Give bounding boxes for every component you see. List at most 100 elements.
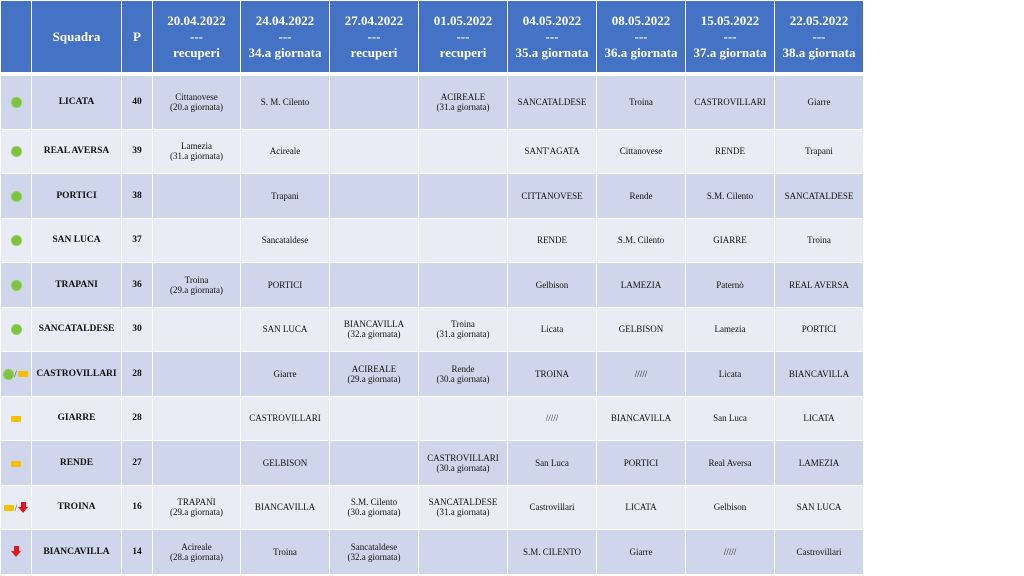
fixture-cell: CITTANOVESE (507, 173, 597, 219)
fixture-cell: Sancataldese (32.a giornata) (329, 529, 419, 575)
header-round-date: 24.04.2022 (255, 12, 315, 28)
fixture-cell: S. M. Cilento (240, 73, 330, 130)
opponent: S.M. Cilento (350, 497, 398, 508)
round-note: (30.a giornata) (436, 462, 490, 473)
fixture-cell: GIARRE (685, 217, 775, 263)
opponent: Sancataldese (261, 235, 309, 246)
fixture-cell: S.M. Cilento (30.a giornata) (329, 484, 419, 530)
status-cell (0, 306, 32, 352)
fixture-cell: SANCATALDESE (774, 173, 864, 219)
status-cell (0, 395, 32, 441)
header-points: P (121, 0, 153, 76)
header-round-date: 04.05.2022 (522, 12, 582, 28)
fixture-cell: Troina (596, 73, 686, 130)
fixture-cell: Giarre (596, 529, 686, 575)
team-points: 28 (121, 351, 153, 397)
opponent: SANT'AGATA (524, 146, 580, 157)
fixture-cell: ///// (596, 351, 686, 397)
status-cell (0, 128, 32, 174)
fixture-cell: Cittanovese (596, 128, 686, 174)
fixture-cell: RENDE (507, 217, 597, 263)
header-round: 01.05.2022 --- recuperi (418, 0, 508, 76)
fixture-cell: S.M. Cilento (596, 217, 686, 263)
fixture-cell: BIANCAVILLA (774, 351, 864, 397)
opponent: BIANCAVILLA (788, 368, 850, 379)
opponent: GIARRE (713, 235, 747, 246)
team-name: BIANCAVILLA (31, 529, 122, 575)
round-note: (20.a giornata) (170, 102, 223, 113)
fixture-cell: Sancataldese (240, 217, 330, 263)
fixture-cell: Gelbison (685, 484, 775, 530)
fixture-cell: Trapani (240, 173, 330, 219)
team-points: 37 (121, 217, 153, 263)
team-name: SAN LUCA (31, 217, 122, 263)
opponent: Rende (629, 190, 653, 201)
round-note: (29.a giornata) (347, 373, 401, 384)
fixture-cell: Licata (507, 306, 597, 352)
header-status (0, 0, 32, 76)
opponent: S. M. Cilento (260, 97, 310, 108)
table-row: LICATA 40 Cittanovese (20.a giornata) S. M. … (0, 73, 864, 130)
fixture-cell (418, 529, 508, 575)
green-dot-icon (11, 280, 21, 290)
opponent: Paternò (716, 279, 744, 290)
round-note: (30.a giornata) (347, 507, 401, 518)
table-row: RENDE 27 GELBISON CASTROVILLARI (30.a giorna… (0, 440, 864, 486)
fixture-cell: CASTROVILLARI (240, 395, 330, 441)
fixture-cell: Rende (596, 173, 686, 219)
opponent: S.M. Cilento (706, 190, 754, 201)
opponent: LICATA (803, 413, 835, 424)
opponent: RENDE (537, 235, 567, 246)
opponent: S.M. Cilento (617, 235, 665, 246)
table-row: / TROINA 16 TRAPANI (29.a giornata) BIANCAVIL… (0, 484, 864, 530)
opponent: TRAPANI (177, 497, 216, 508)
round-note: (32.a giornata) (347, 551, 401, 562)
fixture-cell (329, 440, 419, 486)
fixture-cell (418, 128, 508, 174)
opponent: SANCATALDESE (784, 190, 854, 201)
fixture-cell (152, 173, 241, 219)
header-round-label: 36.a giornata (604, 44, 678, 60)
team-points: 38 (121, 173, 153, 219)
fixture-cell: GELBISON (240, 440, 330, 486)
fixture-cell: Acireale (240, 128, 330, 174)
green-dot-icon (11, 191, 21, 201)
fixture-cell: SANCATALDESE (31.a giornata) (418, 484, 508, 530)
opponent: Trapani (271, 190, 299, 201)
fixture-cell: Lamezia (31.a giornata) (152, 128, 241, 174)
team-name: PORTICI (31, 173, 122, 219)
fixture-cell: BIANCAVILLA (596, 395, 686, 441)
team-points: 39 (121, 128, 153, 174)
fixture-cell (329, 262, 419, 308)
opponent: ///// (545, 413, 559, 424)
opponent: Real Aversa (708, 457, 752, 468)
fixture-cell: LAMEZIA (774, 440, 864, 486)
fixture-cell: ACIREALE (29.a giornata) (329, 351, 419, 397)
opponent: Sancataldese (350, 541, 398, 552)
team-name: RENDE (31, 440, 122, 486)
opponent: GELBISON (262, 457, 308, 468)
team-name: REAL AVERSA (31, 128, 122, 174)
status-cell (0, 440, 32, 486)
header-team: Squadra (31, 0, 122, 76)
team-points: 14 (121, 529, 153, 575)
status-cell (0, 217, 32, 263)
header-round-sep: --- (723, 28, 737, 44)
opponent: LICATA (625, 502, 657, 513)
header-round-date: 08.05.2022 (611, 12, 671, 28)
team-points: 27 (121, 440, 153, 486)
team-name: TRAPANI (31, 262, 122, 308)
team-name: GIARRE (31, 395, 122, 441)
opponent: CASTROVILLARI (249, 413, 321, 424)
header-round-sep: --- (278, 28, 292, 44)
opponent: Troina (629, 97, 653, 108)
opponent: SAN LUCA (262, 324, 308, 335)
opponent: SANCATALDESE (428, 497, 498, 508)
green-dot-icon (11, 98, 21, 108)
yellow-dash-icon (17, 371, 28, 378)
table-row: REAL AVERSA 39 Lamezia (31.a giornata) Acire… (0, 128, 864, 174)
status-cell: / (0, 351, 32, 397)
fixture-cell (418, 173, 508, 219)
fixture-cell (329, 173, 419, 219)
icon-separator: / (14, 369, 17, 380)
